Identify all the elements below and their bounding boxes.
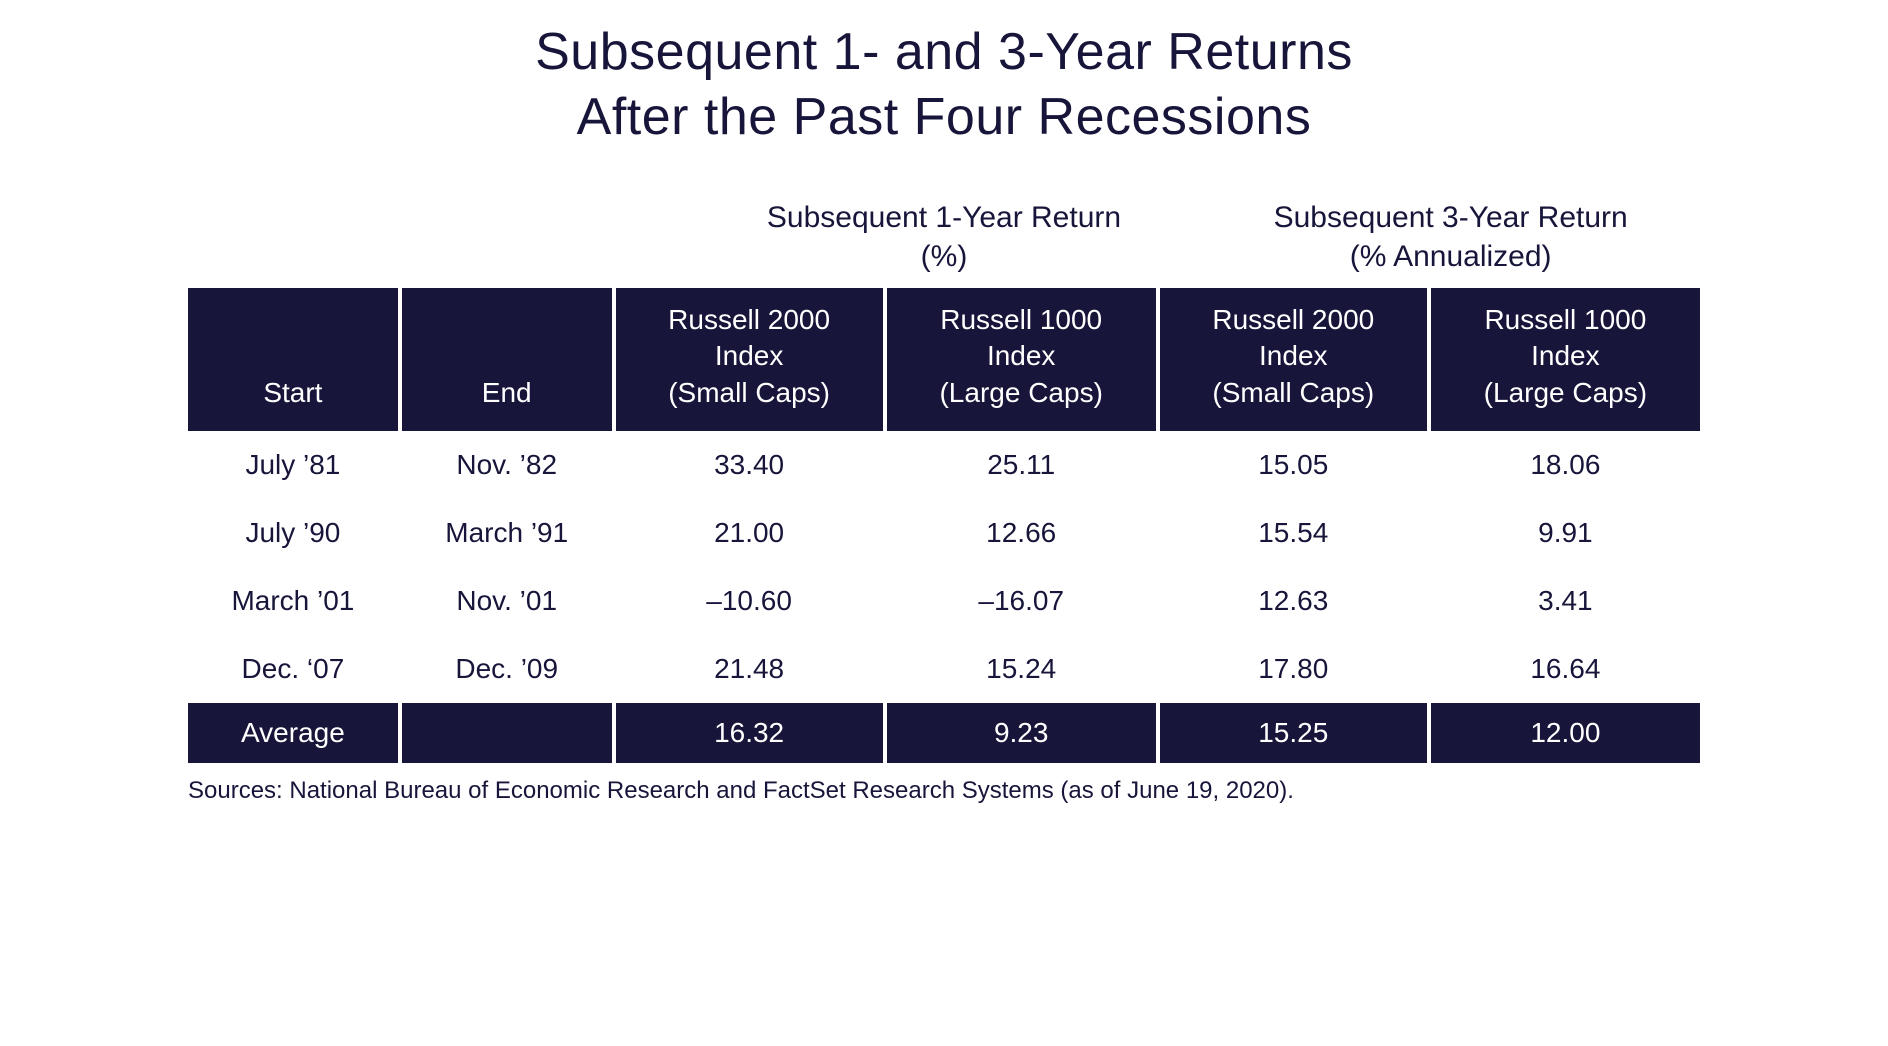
col-r2000-1y: Russell 2000 Index (Small Caps): [616, 288, 883, 431]
super-header-3yr-line2: (% Annualized): [1350, 240, 1552, 273]
super-header-1yr: Subsequent 1-Year Return (%): [691, 198, 1198, 276]
cell-r1000-3y: 16.64: [1431, 635, 1700, 703]
table-row: July ’90 March ’91 21.00 12.66 15.54 9.9…: [188, 499, 1700, 567]
col-label-line: Russell 1000: [1484, 304, 1646, 335]
cell-r1000-1y: 25.11: [887, 431, 1156, 499]
title-line-1: Subsequent 1- and 3-Year Returns: [535, 23, 1353, 81]
page-title: Subsequent 1- and 3-Year Returns After t…: [184, 20, 1704, 150]
cell-start: Dec. ‘07: [188, 635, 398, 703]
cell-start: July ’81: [188, 431, 398, 499]
avg-r1000-1y: 9.23: [887, 703, 1156, 763]
col-r2000-3y: Russell 2000 Index (Small Caps): [1160, 288, 1427, 431]
cell-r2000-1y: 33.40: [616, 431, 883, 499]
col-label-line: (Small Caps): [1212, 377, 1374, 408]
cell-end: Nov. ’82: [402, 431, 612, 499]
col-label-line: Index: [1531, 340, 1600, 371]
col-label-line: Russell 1000: [940, 304, 1102, 335]
avg-r2000-1y: 16.32: [616, 703, 883, 763]
title-line-2: After the Past Four Recessions: [577, 88, 1312, 146]
super-header-spacer: [184, 198, 437, 276]
col-label-line: Russell 2000: [1212, 304, 1374, 335]
table-row: March ’01 Nov. ’01 –10.60 –16.07 12.63 3…: [188, 567, 1700, 635]
average-row: Average 16.32 9.23 15.25 12.00: [188, 703, 1700, 763]
col-start-label: Start: [263, 377, 322, 408]
cell-r2000-3y: 17.80: [1160, 635, 1427, 703]
cell-r2000-1y: –10.60: [616, 567, 883, 635]
col-label-line: Index: [1259, 340, 1328, 371]
avg-r1000-3y: 12.00: [1431, 703, 1700, 763]
cell-end: Dec. ’09: [402, 635, 612, 703]
cell-r2000-3y: 15.05: [1160, 431, 1427, 499]
cell-r2000-1y: 21.48: [616, 635, 883, 703]
cell-r1000-3y: 3.41: [1431, 567, 1700, 635]
col-label-line: Index: [987, 340, 1056, 371]
super-header-3yr: Subsequent 3-Year Return (% Annualized): [1197, 198, 1704, 276]
sources-note: Sources: National Bureau of Economic Res…: [184, 777, 1704, 805]
cell-r1000-1y: 15.24: [887, 635, 1156, 703]
super-header-1yr-line2: (%): [921, 240, 968, 273]
col-label-line: (Large Caps): [939, 377, 1102, 408]
cell-end: Nov. ’01: [402, 567, 612, 635]
cell-r1000-1y: –16.07: [887, 567, 1156, 635]
col-end: End: [402, 288, 612, 431]
table-row: Dec. ‘07 Dec. ’09 21.48 15.24 17.80 16.6…: [188, 635, 1700, 703]
table-row: July ’81 Nov. ’82 33.40 25.11 15.05 18.0…: [188, 431, 1700, 499]
col-r1000-1y: Russell 1000 Index (Large Caps): [887, 288, 1156, 431]
cell-r2000-3y: 12.63: [1160, 567, 1427, 635]
col-label-line: (Small Caps): [668, 377, 830, 408]
avg-label: Average: [188, 703, 398, 763]
cell-start: July ’90: [188, 499, 398, 567]
super-header-row: Subsequent 1-Year Return (%) Subsequent …: [184, 198, 1704, 276]
header-row: Start End Russell 2000 Index (Small Caps…: [188, 288, 1700, 431]
super-header-3yr-line1: Subsequent 3-Year Return: [1274, 201, 1628, 234]
cell-r2000-1y: 21.00: [616, 499, 883, 567]
col-label-line: Russell 2000: [668, 304, 830, 335]
cell-r1000-3y: 9.91: [1431, 499, 1700, 567]
col-r1000-3y: Russell 1000 Index (Large Caps): [1431, 288, 1700, 431]
avg-end: [402, 703, 612, 763]
cell-r1000-3y: 18.06: [1431, 431, 1700, 499]
col-label-line: (Large Caps): [1484, 377, 1647, 408]
table-container: Subsequent 1- and 3-Year Returns After t…: [184, 0, 1704, 825]
col-label-line: Index: [715, 340, 784, 371]
super-header-1yr-line1: Subsequent 1-Year Return: [767, 201, 1121, 234]
avg-r2000-3y: 15.25: [1160, 703, 1427, 763]
col-start: Start: [188, 288, 398, 431]
returns-table: Start End Russell 2000 Index (Small Caps…: [184, 288, 1704, 763]
super-header-spacer: [437, 198, 690, 276]
col-end-label: End: [482, 377, 532, 408]
cell-start: March ’01: [188, 567, 398, 635]
cell-r2000-3y: 15.54: [1160, 499, 1427, 567]
cell-r1000-1y: 12.66: [887, 499, 1156, 567]
cell-end: March ’91: [402, 499, 612, 567]
